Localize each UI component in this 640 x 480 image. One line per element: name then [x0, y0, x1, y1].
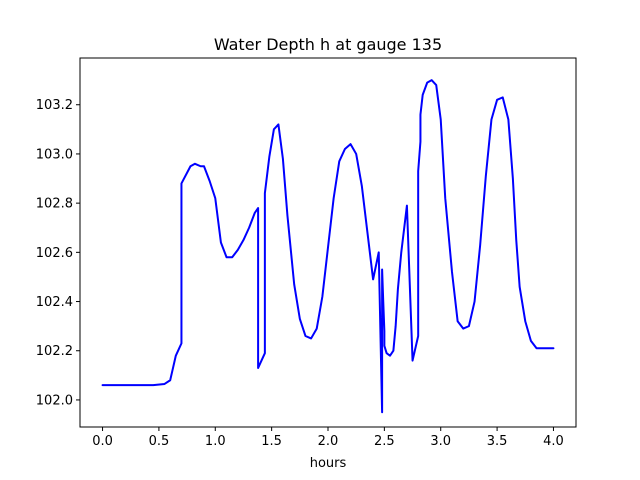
x-tick-label: 2.0 [318, 434, 339, 449]
chart-title: Water Depth h at gauge 135 [214, 35, 442, 54]
y-tick-label: 102.8 [36, 197, 73, 212]
x-tick-label: 3.0 [430, 434, 451, 449]
y-tick-label: 102.6 [36, 246, 73, 261]
y-tick-label: 102.4 [36, 295, 73, 310]
y-axis: 102.0 102.2 102.4 102.6 102.8 103.0 103.2 [36, 98, 80, 408]
x-tick-label: 3.5 [487, 434, 508, 449]
x-axis: 0.0 0.5 1.0 1.5 2.0 2.5 3.0 3.5 4.0 [92, 427, 564, 449]
y-tick-label: 102.0 [36, 393, 73, 408]
x-tick-label: 0.5 [149, 434, 170, 449]
x-tick-label: 1.0 [205, 434, 226, 449]
x-tick-label: 0.0 [92, 434, 113, 449]
y-tick-label: 103.0 [36, 147, 73, 162]
y-tick-label: 103.2 [36, 98, 73, 113]
x-tick-label: 1.5 [261, 434, 282, 449]
series-line [101, 79, 555, 414]
x-axis-label: hours [310, 456, 347, 471]
y-tick-label: 102.2 [36, 344, 73, 359]
x-tick-label: 4.0 [543, 434, 564, 449]
x-tick-label: 2.5 [374, 434, 395, 449]
